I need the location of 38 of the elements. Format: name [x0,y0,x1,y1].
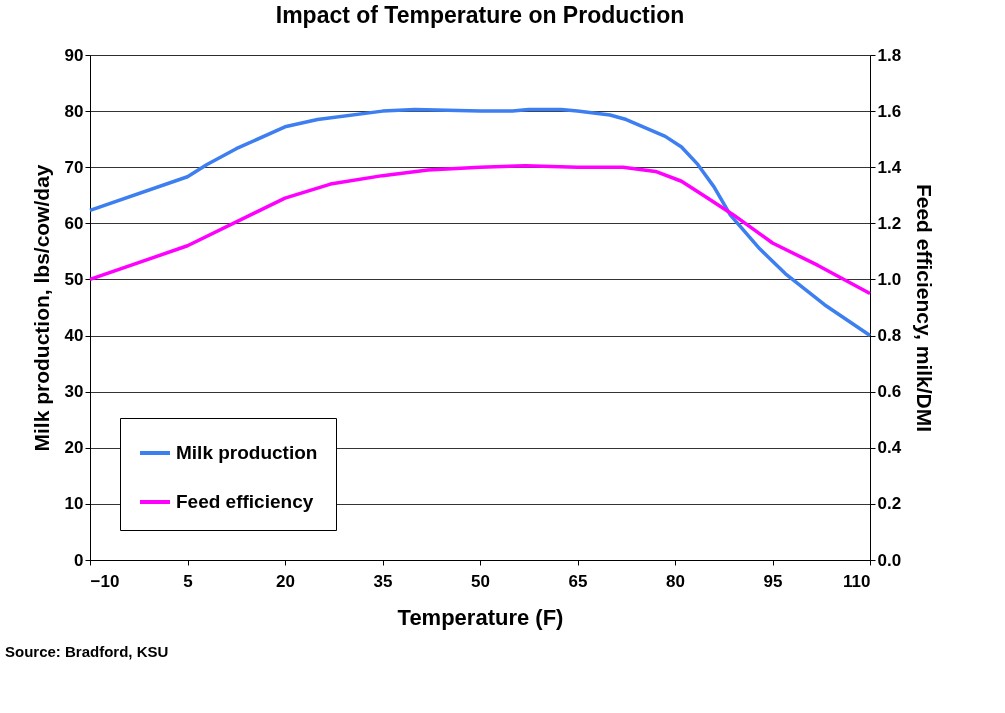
y-tick-label: 0 [74,550,84,570]
chart-title: Impact of Temperature on Production [275,2,685,28]
y2-tick-label: 1.8 [877,45,902,65]
x-tick-label: 50 [471,571,490,591]
y2-tick-label: 0.6 [877,382,902,402]
y2-tick-label: 1.2 [877,213,902,233]
x-tick-label: 35 [373,571,393,591]
legend-label: Milk production [176,442,318,463]
y-tick-label: 20 [64,438,84,458]
x-tick-label: 110 [843,571,871,591]
y-tick-label: 40 [64,326,84,346]
y2-tick-label: 1.0 [877,269,902,289]
y-tick-label: 10 [64,494,84,514]
y2-tick-label: 1.6 [877,101,902,121]
x-tick-label: 5 [183,571,193,591]
line-series [88,164,872,296]
y2-tick-label: 0.4 [877,438,902,458]
y-tick-label: 60 [64,213,84,233]
line-series [88,107,872,338]
legend-label: Feed efficiency [176,491,314,512]
y2-tick-label: 0.8 [877,326,902,346]
y2-tick-label: 0.2 [877,494,902,514]
x-tick-label: 95 [763,571,783,591]
y-axis-title: Milk production, lbs/cow/day [29,164,53,452]
y-tick-label: 30 [64,382,84,402]
y-tick-label: 50 [64,269,84,289]
y2-tick-label: 1.4 [877,157,902,177]
y2-axis-title: Feed efficiency, milk/DMI [913,183,937,433]
y2-tick-label: 0.0 [877,550,902,570]
source-note: Source: Bradford, KSU [5,643,169,660]
x-tick-label: 65 [568,571,588,591]
y-tick-label: 70 [64,157,84,177]
x-tick-label: 80 [666,571,685,591]
y-tick-label: 80 [64,101,84,121]
x-axis-title: Temperature (F) [397,604,564,630]
y-tick-label: 90 [64,45,84,65]
x-tick-label: 20 [276,571,295,591]
x-tick-label: −10 [90,571,120,591]
